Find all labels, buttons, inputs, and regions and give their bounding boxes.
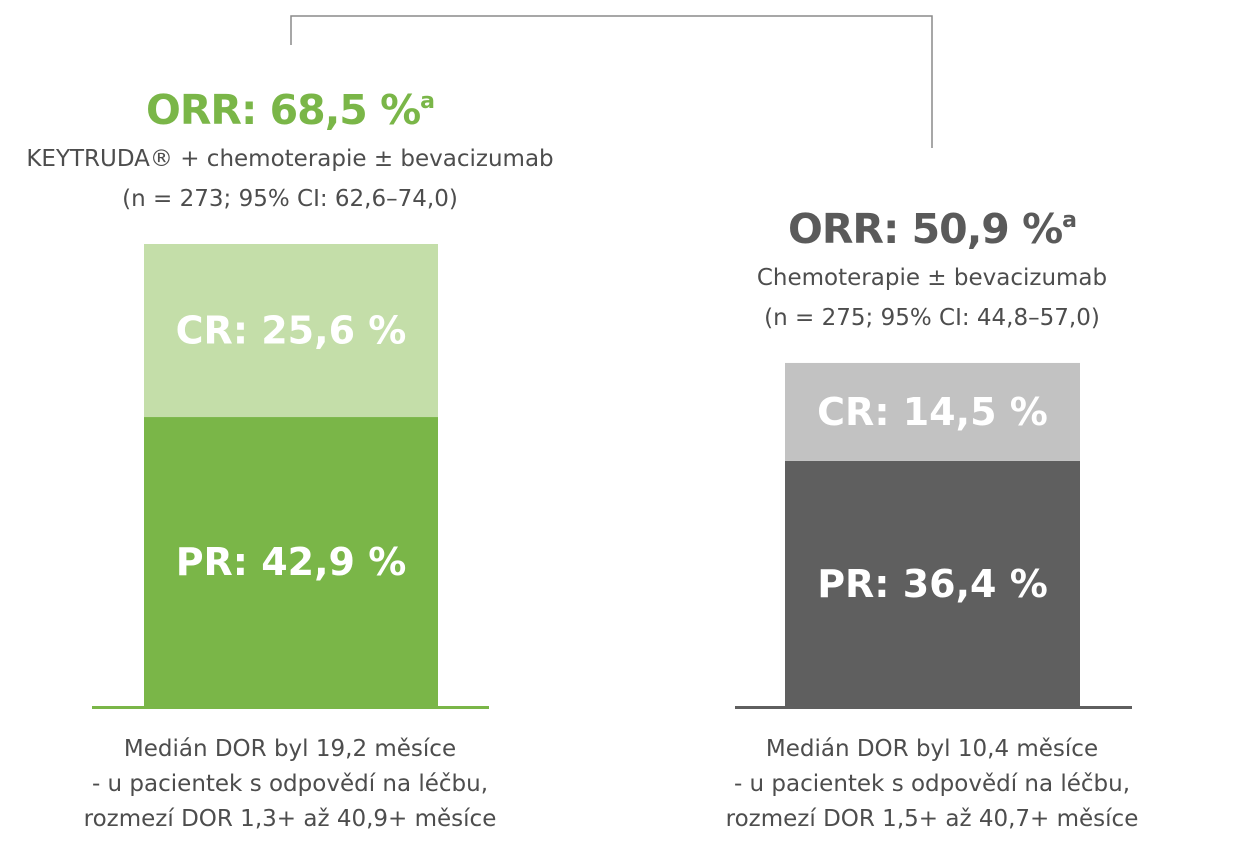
bar-1-pr-label: PR: 42,9 % [176, 540, 407, 584]
bar-1-segment-pr [144, 417, 438, 707]
bar-2-segment-cr [785, 362, 1080, 461]
bar-1-footnote-line-1: Medián DOR byl 19,2 měsíce [124, 736, 456, 762]
bar-1-footnote-line-2: - u pacientek s odpovědí na léčbu, [92, 771, 488, 797]
bar-1-orr-superscript: a [420, 89, 434, 114]
bar-2-orr-value: ORR: 50,9 % [788, 205, 1062, 253]
bar-2-cr-label: CR: 14,5 % [817, 390, 1048, 434]
bar-2-baseline [735, 706, 1132, 709]
bar-1-footnote-line-3: rozmezí DOR 1,3+ až 40,9+ měsíce [84, 806, 497, 832]
bar-1-baseline [92, 706, 489, 709]
comparison-bracket [290, 15, 933, 148]
bar-2-footnote-line-2: - u pacientek s odpovědí na léčbu, [734, 771, 1130, 797]
bar-1-cr-label: CR: 25,6 % [176, 309, 407, 353]
bar-2-orr-superscript: a [1062, 208, 1076, 233]
bar-1-segment-cr [144, 244, 438, 418]
bar-2-pr-label: PR: 36,4 % [817, 562, 1048, 606]
bar-2-footnote-line-1: Medián DOR byl 10,4 měsíce [766, 736, 1098, 762]
bar-2-segment-pr [785, 460, 1080, 707]
bar-1-orr-value: ORR: 68,5 % [146, 86, 420, 134]
bar-1-orr-title: ORR: 68,5 %a [146, 86, 434, 134]
bar-2-orr-title: ORR: 50,9 %a [788, 205, 1076, 253]
bar-1-stats: (n = 273; 95% CI: 62,6–74,0) [122, 186, 458, 212]
bar-2-treatment: Chemoterapie ± bevacizumab [757, 265, 1107, 291]
bar-2-stats: (n = 275; 95% CI: 44,8–57,0) [764, 305, 1100, 331]
bar-1-treatment: KEYTRUDA® + chemoterapie ± bevacizumab [26, 146, 553, 172]
bar-2-footnote-line-3: rozmezí DOR 1,5+ až 40,7+ měsíce [726, 806, 1139, 832]
